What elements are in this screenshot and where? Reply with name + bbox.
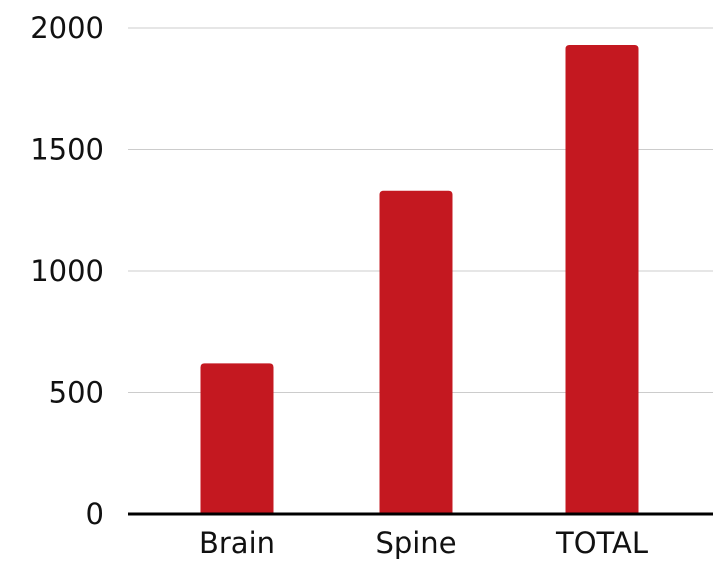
y-tick-label: 500 xyxy=(49,376,104,410)
x-category-label: TOTAL xyxy=(555,526,648,560)
bars xyxy=(200,45,639,514)
x-category-labels: Brain Spine TOTAL xyxy=(199,526,648,560)
y-tick-label: 1500 xyxy=(30,133,104,167)
y-tick-label: 2000 xyxy=(30,11,104,45)
x-category-label: Brain xyxy=(199,526,275,560)
bar-brain xyxy=(200,363,274,514)
bar-total xyxy=(565,45,639,514)
y-tick-labels: 0 500 1000 1500 2000 xyxy=(30,11,104,531)
x-category-label: Spine xyxy=(375,526,456,560)
bar-spine xyxy=(379,190,453,514)
y-tick-label: 1000 xyxy=(30,254,104,288)
y-tick-label: 0 xyxy=(86,497,104,531)
